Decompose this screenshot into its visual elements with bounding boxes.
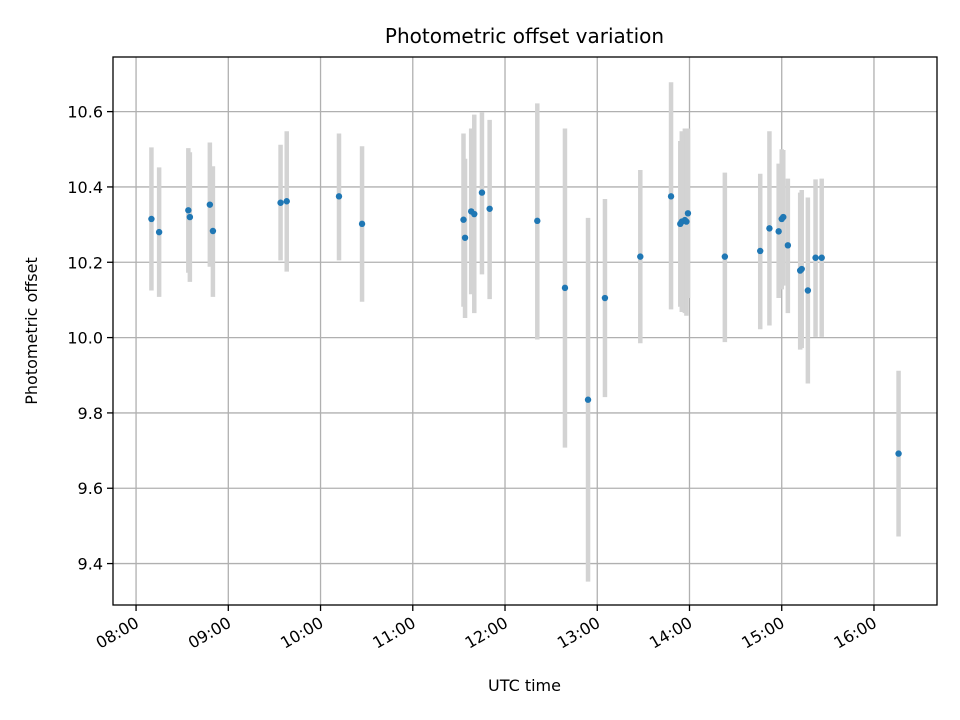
plot-frame (112, 56, 938, 606)
data-point (460, 216, 467, 223)
data-point (461, 234, 469, 241)
y-tick-label: 9.8 (78, 404, 103, 423)
data-point (798, 265, 805, 273)
data-point (766, 225, 773, 232)
data-point (185, 207, 192, 214)
y-tick-label: 9.6 (78, 479, 103, 498)
data-point (684, 210, 692, 217)
data-point (277, 199, 284, 206)
data-point (206, 201, 214, 208)
data-point (775, 228, 782, 235)
data-point (721, 253, 729, 260)
data-point (584, 396, 592, 403)
data-point (895, 450, 902, 457)
data-point (534, 217, 541, 225)
y-tick-label: 10.4 (67, 178, 103, 197)
chart-title: Photometric offset variation (385, 24, 664, 48)
y-tick-label: 10.0 (67, 329, 103, 348)
data-point (486, 205, 493, 212)
y-tick-label: 9.4 (78, 555, 103, 574)
data-point (561, 284, 569, 292)
data-point (784, 242, 792, 249)
y-tick-label: 10.6 (67, 103, 103, 122)
data-point (478, 189, 486, 196)
y-axis-ticks: 9.4 9.6 9.8 10.0 10.2 10.4 10.6 (67, 103, 113, 574)
data-point (155, 228, 163, 236)
data-point (283, 198, 290, 205)
data-point (683, 218, 690, 225)
data-point (637, 253, 644, 260)
data-point (471, 210, 478, 218)
data-point (601, 294, 609, 302)
data-point (186, 213, 194, 221)
x-axis-label: UTC time (488, 676, 561, 695)
y-tick-label: 10.2 (67, 253, 103, 272)
data-point (209, 227, 217, 235)
data-point (780, 213, 787, 221)
y-axis-label: Photometric offset (22, 257, 41, 405)
point-layer (148, 189, 902, 457)
data-point (667, 193, 675, 200)
data-point (804, 287, 812, 294)
data-point (358, 220, 366, 228)
data-point (148, 215, 155, 223)
data-point (812, 254, 819, 261)
data-point (818, 254, 825, 261)
data-point (757, 247, 764, 255)
data-point (335, 193, 343, 200)
